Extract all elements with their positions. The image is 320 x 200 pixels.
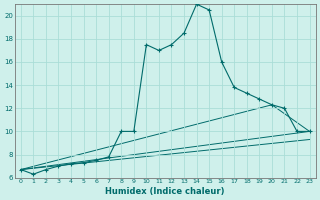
X-axis label: Humidex (Indice chaleur): Humidex (Indice chaleur) [106,187,225,196]
